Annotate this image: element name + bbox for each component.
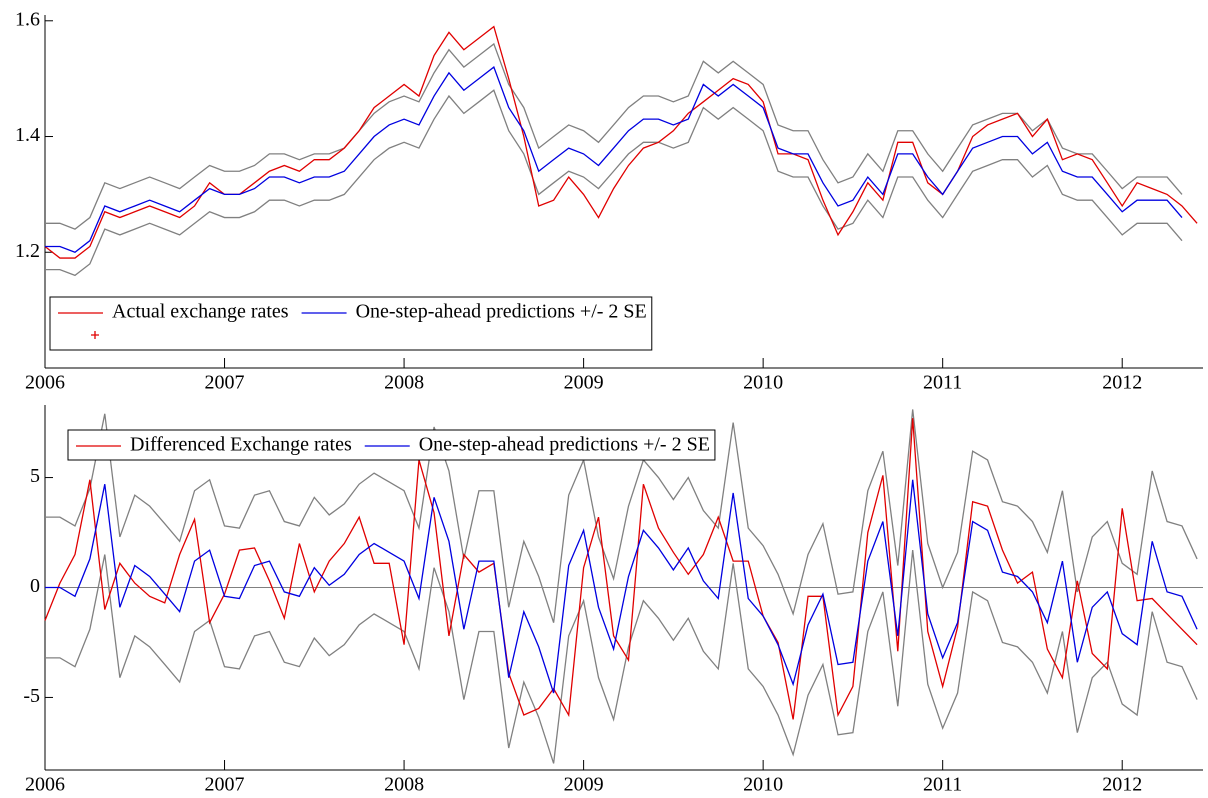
x-tick-label: 2008 [384,774,424,796]
y-tick-label: 0 [30,575,40,597]
x-tick-label: 2012 [1102,774,1142,796]
series-line [45,42,1183,230]
y-tick-label: 1.2 [15,240,40,262]
x-tick-label: 2008 [384,372,424,394]
x-tick-label: 2012 [1102,372,1142,394]
series-line [44,418,1198,720]
series-line [45,89,1183,277]
legend-label: Actual exchange rates [112,301,289,323]
legend-label: Differenced Exchange rates [130,434,352,456]
series-line [44,25,1198,259]
x-tick-label: 2007 [205,372,245,394]
legend-label: One-step-ahead predictions +/- 2 SE [419,434,710,456]
legend-label: One-step-ahead predictions +/- 2 SE [356,301,647,323]
series-line [45,409,1198,623]
series-line [45,479,1198,694]
y-tick-label: 1.6 [15,8,40,30]
panel: -5 0 5 2006 2007 2008 2009 2010 2011 2012 Differen… [23,405,1203,796]
series-line [45,66,1183,253]
legend: Actual exchange rates One-step-ahead pred… [49,296,653,351]
legend-marker [91,331,99,339]
y-tick-label: -5 [23,685,40,707]
x-tick-label: 2009 [564,774,604,796]
x-tick-label: 2007 [205,774,245,796]
x-tick-label: 2011 [923,774,962,796]
x-tick-label: 2006 [25,372,65,394]
panel: 1.2 1.4 1.6 2006 2007 2008 2009 2010 2011 2012 Act… [15,8,1203,394]
y-tick-label: 5 [30,465,40,487]
legend-box [67,429,716,461]
x-tick-label: 2010 [743,372,783,394]
legend: Differenced Exchange rates One-step-ahead… [67,429,716,461]
legend-box [49,296,653,351]
x-tick-label: 2006 [25,774,65,796]
x-tick-label: 2009 [564,372,604,394]
series-line [45,550,1198,764]
y-tick-label: 1.4 [15,124,40,146]
x-tick-label: 2011 [923,372,962,394]
x-tick-label: 2010 [743,774,783,796]
